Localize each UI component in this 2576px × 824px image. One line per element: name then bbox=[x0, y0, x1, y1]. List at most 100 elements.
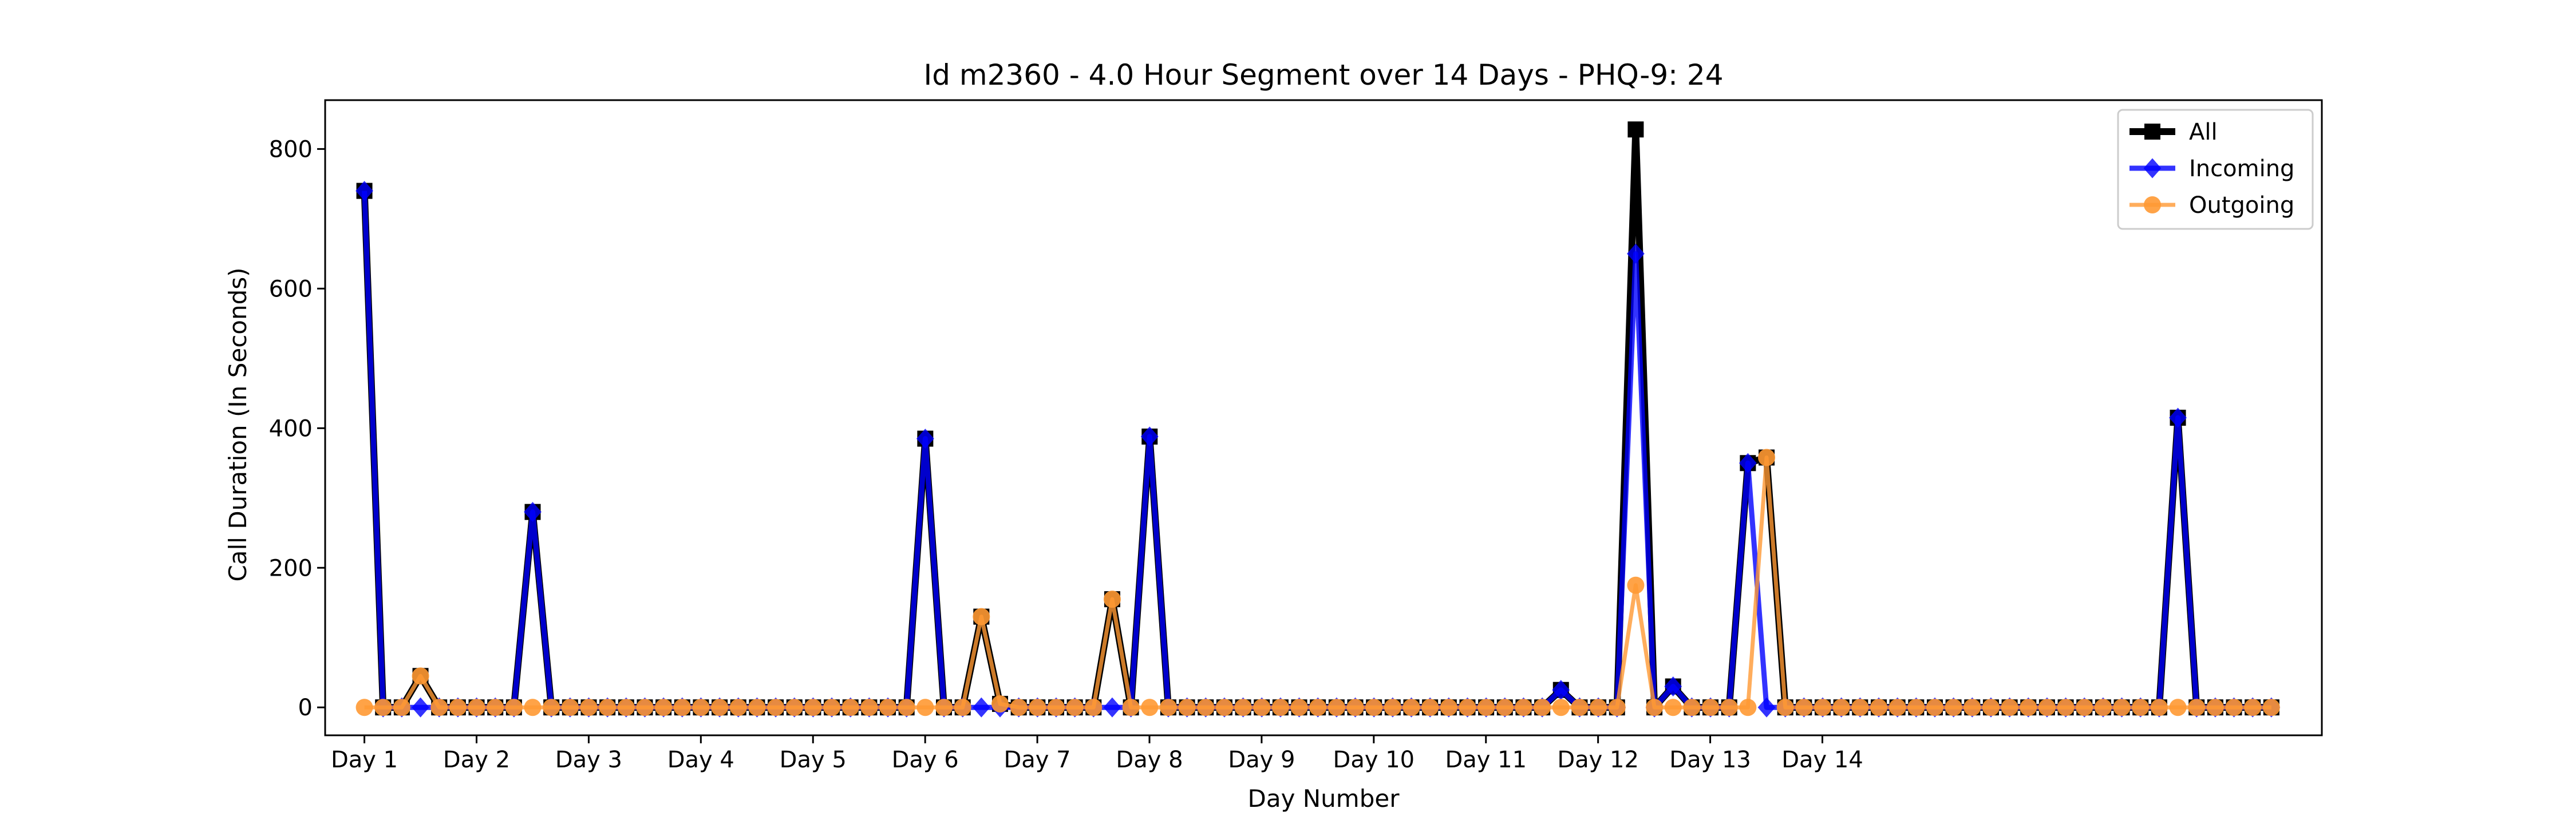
data-point-outgoing bbox=[1029, 699, 1046, 716]
y-tick-label: 200 bbox=[269, 555, 313, 581]
data-point-outgoing bbox=[1982, 699, 2000, 716]
data-point-incoming bbox=[1739, 453, 1757, 473]
data-point-outgoing bbox=[561, 699, 579, 716]
legend-marker-outgoing bbox=[2144, 196, 2161, 213]
data-point-outgoing bbox=[1608, 699, 1626, 716]
data-point-outgoing bbox=[2225, 699, 2243, 716]
data-point-outgoing bbox=[1926, 699, 1943, 716]
data-point-outgoing bbox=[1384, 699, 1401, 716]
data-point-outgoing bbox=[729, 699, 747, 716]
data-point-outgoing bbox=[355, 699, 373, 716]
data-point-outgoing bbox=[767, 699, 785, 716]
data-point-outgoing bbox=[1421, 699, 1439, 716]
data-point-outgoing bbox=[505, 699, 523, 716]
data-point-outgoing bbox=[879, 699, 897, 716]
legend-label-outgoing: Outgoing bbox=[2189, 192, 2294, 219]
data-point-outgoing bbox=[1888, 699, 1906, 716]
data-point-outgoing bbox=[636, 699, 654, 716]
x-tick-label: Day 11 bbox=[1445, 747, 1527, 773]
x-tick-label: Day 3 bbox=[555, 747, 622, 773]
data-point-incoming bbox=[524, 502, 542, 522]
data-point-outgoing bbox=[2001, 699, 2018, 716]
axes-frame bbox=[324, 99, 2323, 736]
legend-label-all: All bbox=[2189, 119, 2218, 145]
data-point-outgoing bbox=[935, 699, 953, 716]
data-point-outgoing bbox=[1664, 699, 1682, 716]
x-tick-label: Day 12 bbox=[1557, 747, 1639, 773]
data-point-outgoing bbox=[524, 699, 542, 716]
data-point-outgoing bbox=[1253, 699, 1271, 716]
data-point-outgoing bbox=[1832, 699, 1850, 716]
x-axis-label: Day Number bbox=[1247, 785, 1400, 813]
data-point-outgoing bbox=[748, 699, 766, 716]
data-point-outgoing bbox=[2188, 699, 2206, 716]
data-point-outgoing bbox=[1814, 699, 1832, 716]
legend-marker-incoming bbox=[2143, 158, 2162, 179]
data-point-outgoing bbox=[1963, 699, 1981, 716]
data-point-incoming bbox=[355, 181, 373, 201]
data-point-outgoing bbox=[2094, 699, 2112, 716]
data-point-outgoing bbox=[468, 699, 485, 716]
x-tick-label: Day 13 bbox=[1669, 747, 1751, 773]
data-point-outgoing bbox=[2132, 699, 2150, 716]
data-point-outgoing bbox=[1047, 699, 1065, 716]
data-point-outgoing bbox=[860, 699, 878, 716]
data-point-incoming bbox=[1103, 697, 1121, 718]
data-point-outgoing bbox=[1702, 699, 1720, 716]
x-tick-label: Day 5 bbox=[780, 747, 847, 773]
data-point-outgoing bbox=[1141, 699, 1159, 716]
x-tick-label: Day 4 bbox=[667, 747, 734, 773]
data-point-outgoing bbox=[1758, 449, 1776, 466]
data-point-outgoing bbox=[2057, 699, 2075, 716]
data-point-outgoing bbox=[954, 699, 971, 716]
data-point-outgoing bbox=[1776, 699, 1794, 716]
data-point-outgoing bbox=[1402, 699, 1420, 716]
data-point-outgoing bbox=[1590, 699, 1607, 716]
data-point-outgoing bbox=[1571, 699, 1589, 716]
data-point-outgoing bbox=[1178, 699, 1196, 716]
x-tick-label: Day 14 bbox=[1781, 747, 1863, 773]
y-tick-label: 0 bbox=[298, 695, 313, 721]
data-point-outgoing bbox=[487, 699, 504, 716]
data-point-outgoing bbox=[2038, 699, 2056, 716]
data-point-outgoing bbox=[673, 699, 691, 716]
legend-marker-all bbox=[2144, 124, 2160, 140]
data-point-outgoing bbox=[2113, 699, 2131, 716]
data-point-incoming bbox=[972, 697, 990, 718]
data-point-outgoing bbox=[1290, 699, 1308, 716]
x-tick-label: Day 8 bbox=[1116, 747, 1183, 773]
x-tick-label: Day 2 bbox=[443, 747, 510, 773]
data-point-outgoing bbox=[1346, 699, 1364, 716]
data-point-outgoing bbox=[711, 699, 729, 716]
data-point-outgoing bbox=[1103, 591, 1121, 608]
data-point-outgoing bbox=[580, 699, 598, 716]
data-point-outgoing bbox=[1215, 699, 1233, 716]
data-point-outgoing bbox=[692, 699, 710, 716]
data-point-outgoing bbox=[804, 699, 822, 716]
data-point-incoming bbox=[2169, 407, 2187, 428]
legend: All Incoming Outgoing bbox=[2117, 109, 2314, 230]
data-point-outgoing bbox=[1477, 699, 1495, 716]
y-tick-label: 600 bbox=[269, 276, 313, 302]
data-point-outgoing bbox=[543, 699, 560, 716]
data-point-outgoing bbox=[1534, 699, 1551, 716]
data-point-outgoing bbox=[1739, 699, 1757, 716]
data-point-outgoing bbox=[1271, 699, 1289, 716]
data-point-outgoing bbox=[1159, 699, 1177, 716]
data-point-outgoing bbox=[1365, 699, 1383, 716]
data-point-outgoing bbox=[2150, 699, 2168, 716]
data-point-outgoing bbox=[599, 699, 617, 716]
data-point-outgoing bbox=[1459, 699, 1476, 716]
data-point-outgoing bbox=[1327, 699, 1345, 716]
legend-box bbox=[2117, 109, 2314, 230]
data-point-outgoing bbox=[1234, 699, 1252, 716]
data-point-outgoing bbox=[898, 699, 915, 716]
x-tick-label: Day 10 bbox=[1333, 747, 1415, 773]
data-point-outgoing bbox=[1122, 699, 1140, 716]
data-point-outgoing bbox=[617, 699, 635, 716]
plot-area: 0 200 400 600 800 Day 1 Day 2 Day 3 Day 4 Day 5 Da… bbox=[269, 99, 2323, 773]
data-point-outgoing bbox=[1720, 699, 1738, 716]
data-point-outgoing bbox=[655, 699, 673, 716]
data-point-outgoing bbox=[1440, 699, 1457, 716]
data-point-incoming bbox=[1140, 426, 1159, 447]
